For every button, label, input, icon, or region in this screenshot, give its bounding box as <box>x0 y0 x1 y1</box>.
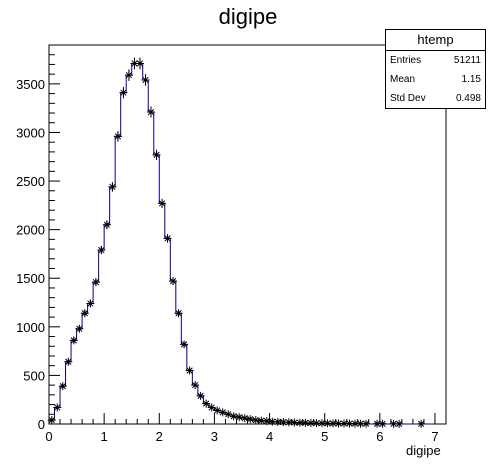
data-point <box>69 336 78 345</box>
data-point <box>240 414 249 423</box>
stats-entries-value: 51211 <box>453 55 481 66</box>
data-point <box>356 419 365 428</box>
y-tick-label: 2500 <box>16 174 45 189</box>
data-point <box>185 366 194 375</box>
data-point <box>152 150 161 159</box>
data-point <box>97 246 106 255</box>
stats-row-entries: Entries 51211 <box>386 51 485 70</box>
x-tick-label: 0 <box>45 429 52 444</box>
y-tick-label: 1000 <box>16 320 45 335</box>
data-point <box>119 88 128 97</box>
data-point <box>207 403 216 412</box>
data-point <box>169 277 178 286</box>
data-point <box>334 419 343 428</box>
data-point <box>224 410 233 419</box>
data-point <box>279 418 288 427</box>
data-point <box>345 419 354 428</box>
data-point <box>218 408 227 417</box>
y-tick-label: 3000 <box>16 125 45 140</box>
data-point <box>323 419 332 428</box>
data-point <box>251 416 260 425</box>
data-point <box>130 59 139 68</box>
data-point <box>373 419 382 428</box>
data-point <box>317 419 326 428</box>
data-point <box>75 324 84 333</box>
x-tick-label: 6 <box>376 429 383 444</box>
y-tick-label: 2000 <box>16 223 45 238</box>
data-point <box>213 406 222 415</box>
x-tick-label: 5 <box>321 429 328 444</box>
histogram-step <box>49 62 435 425</box>
data-point <box>362 419 371 428</box>
data-point <box>295 418 304 427</box>
data-point <box>290 418 299 427</box>
data-point <box>229 412 238 421</box>
chart-title: digipe <box>218 4 278 29</box>
x-tick-label: 4 <box>266 429 273 444</box>
data-point <box>284 418 293 427</box>
data-point <box>53 403 62 412</box>
data-point <box>102 220 111 229</box>
stats-row-mean: Mean 1.15 <box>386 70 485 89</box>
data-point <box>163 234 172 243</box>
data-point <box>141 75 150 84</box>
stats-row-std: Std Dev 0.498 <box>386 89 485 108</box>
data-point <box>191 381 200 390</box>
data-point <box>351 419 360 428</box>
axes: 0 1 2 3 4 5 6 7 0 500 1000 1500 2000 2500 3000 3500 <box>16 44 447 444</box>
data-point <box>273 417 282 426</box>
data-point <box>47 416 56 425</box>
data-point <box>262 417 271 426</box>
x-axis-label: digipe <box>406 443 441 458</box>
data-point <box>135 59 144 68</box>
data-point <box>147 108 156 117</box>
data-point <box>196 391 205 400</box>
y-tick-label: 1500 <box>16 271 45 286</box>
stats-title: htemp <box>386 30 485 51</box>
data-point <box>91 278 100 287</box>
data-point <box>58 382 67 391</box>
x-tick-label: 2 <box>156 429 163 444</box>
x-tick-label: 3 <box>211 429 218 444</box>
data-point <box>86 299 95 308</box>
data-point <box>235 413 244 422</box>
data-point <box>80 309 89 318</box>
stats-box: htemp Entries 51211 Mean 1.15 Std Dev 0.… <box>385 29 486 109</box>
data-point <box>174 309 183 318</box>
data-point <box>257 416 266 425</box>
data-point <box>306 419 315 428</box>
data-point <box>301 418 310 427</box>
data-point <box>113 132 122 141</box>
data-point <box>378 419 387 428</box>
y-tick-label: 0 <box>38 417 45 432</box>
data-point <box>328 419 337 428</box>
data-point <box>64 357 73 366</box>
data-point <box>389 419 398 428</box>
stats-std-value: 0.498 <box>455 93 481 104</box>
x-tick-label: 7 <box>431 429 438 444</box>
data-point <box>417 419 426 428</box>
data-point <box>202 399 211 408</box>
histogram-line <box>49 62 435 425</box>
stats-mean-value: 1.15 <box>461 74 481 85</box>
data-point <box>395 419 404 428</box>
data-point <box>268 417 277 426</box>
data-point <box>312 419 321 428</box>
stats-std-label: Std Dev <box>390 93 426 104</box>
data-markers <box>47 57 426 428</box>
stats-entries-label: Entries <box>390 55 422 66</box>
data-point <box>180 340 189 349</box>
data-point <box>108 182 117 191</box>
data-point <box>124 71 133 80</box>
y-tick-label: 3500 <box>16 77 45 92</box>
data-point <box>158 199 167 208</box>
x-tick-label: 1 <box>101 429 108 444</box>
data-point <box>339 419 348 428</box>
data-point <box>246 415 255 424</box>
stats-mean-label: Mean <box>390 74 416 85</box>
y-tick-label: 500 <box>23 368 45 383</box>
